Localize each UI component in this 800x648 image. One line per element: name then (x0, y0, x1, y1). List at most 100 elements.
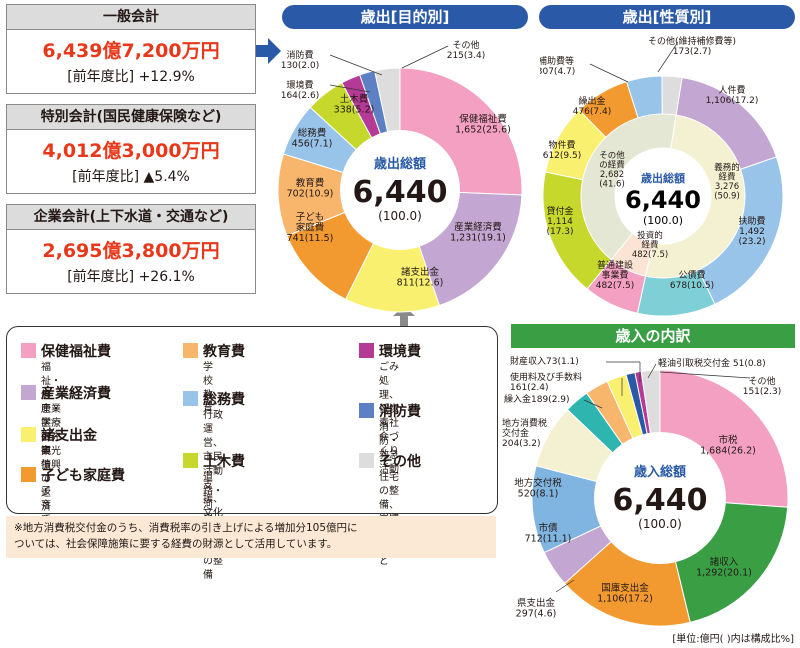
slice-label: 投資的経費 482(7.5) (632, 230, 668, 260)
legend-swatch (183, 453, 198, 468)
account-compare: [前年度比] ▲5.4% (72, 169, 190, 185)
slice-label: 県支出金 297(4.6) (516, 597, 557, 620)
legend-name: 保健福祉費 (41, 344, 111, 360)
leader-line (329, 54, 383, 76)
account-compare: [前年度比] +26.1% (67, 269, 195, 285)
slice-label: その他の経費 2,682 (41.6) (599, 150, 625, 190)
center-pct: (100.0) (638, 517, 682, 531)
legend-desc: 学校教育 (203, 362, 213, 415)
leader-line (659, 371, 751, 379)
legend-swatch (359, 403, 374, 418)
title-purpose: 歳出[目的別] (282, 5, 528, 29)
donut-hole (615, 148, 711, 244)
leader-line (583, 399, 603, 409)
legend-desc: 産業学術・観光振興 (41, 404, 61, 471)
slice-label: その他(維持補修費等) 173(2.7) (648, 35, 736, 57)
legend-name: 土木費 (203, 454, 245, 470)
donut-hole (340, 130, 460, 250)
legend-name: 教育費 (203, 344, 245, 360)
center-value: 6,440 (613, 483, 708, 518)
legend-swatch (359, 453, 374, 468)
leader-line (657, 41, 679, 73)
slice-label: 繰入金189(2.9) (504, 393, 570, 405)
legend-swatch (183, 391, 198, 406)
slice-label: 子ども家庭費 741(11.5) (287, 212, 334, 244)
slice-label: 人件費 1,106(17.2) (706, 84, 759, 106)
leader-line (329, 84, 371, 93)
slice-label: 産業経済費 1,231(19.1) (450, 221, 506, 244)
account-compare: [前年度比] +12.9% (67, 69, 195, 85)
account-special: 特別会計(国民健康保険など) 4,012億3,000万円 [前年度比] ▲5.4… (6, 104, 256, 194)
legend-swatch (183, 343, 198, 358)
footnote: ※地方消費税交付金のうち、消費税率の引き上げによる増加分105億円に ついては、… (6, 516, 496, 558)
center-pct: (100.0) (643, 214, 683, 227)
legend-swatch (21, 467, 36, 482)
slice-label: 市債 712(11.1) (525, 522, 572, 545)
pie-slice (344, 188, 441, 313)
slice-label: 教育費 702(10.9) (287, 177, 334, 200)
slice-label: 保健福祉費 1,652(25.6) (455, 113, 511, 136)
slice-label: 消防費 130(2.0) (281, 49, 320, 71)
legend-swatch (21, 343, 36, 358)
arrow-right-icon (256, 38, 281, 64)
slice-label: 繰出金 476(7.4) (573, 95, 612, 117)
slice-label: 財産収入73(1.1) (510, 355, 579, 367)
account-title: 特別会計(国民健康保険など) (7, 105, 255, 130)
leader-line (401, 45, 449, 69)
slice-label: 普通建設事業費 482(7.5) (596, 259, 635, 291)
account-title: 一般会計 (7, 5, 255, 30)
legend-name: 総務費 (203, 392, 245, 408)
account-enterprise: 企業会計(上下水道・交通など) 2,695億3,800万円 [前年度比] +26… (6, 204, 256, 294)
chart-purpose: 歳出総額 6,440(100.0) 保健福祉費 1,652(25.6) 産業経済費 1,2… (277, 39, 523, 313)
legend-desc: ごみ処理、 低炭素社会づくり (379, 362, 399, 457)
slice-label: 使用料及び手数料 161(2.4) (510, 371, 582, 393)
account-amount: 6,439億7,200万円 (42, 40, 220, 62)
legend-swatch (21, 427, 36, 442)
leader-line (555, 579, 575, 593)
center-label: 歳出総額 (641, 171, 685, 185)
legend-desc: 福祉・健康・医療の充実 (41, 362, 61, 457)
title-revenue: 歳入の内訳 (511, 324, 795, 348)
account-amount: 2,695億3,800万円 (42, 240, 220, 262)
slice-label: 市税 1,684(26.2) (700, 434, 756, 457)
legend-name: 子ども家庭費 (41, 468, 125, 484)
legend-swatch (21, 385, 36, 400)
center-label: 歳出総額 (374, 156, 426, 172)
slice-label: 物件費 612(9.5) (543, 139, 582, 161)
slice-label: その他 215(3.4) (447, 39, 486, 61)
slice-label: 扶助費 1,492 (23.2) (738, 215, 765, 247)
legend-name: 消防費 (379, 404, 421, 420)
account-general: 一般会計 6,439億7,200万円 [前年度比] +12.9% (6, 4, 256, 94)
unit-note: [単位:億円( )内は構成比%] (672, 634, 794, 645)
legend-name: 産業経済費 (41, 386, 111, 402)
legend-name: その他 (379, 454, 421, 470)
slice-label: 地方消費税交付金 204(3.2) (502, 417, 547, 449)
slice-label: 地方交付税 520(8.1) (514, 477, 562, 500)
slice-label: 環境費 164(2.6) (281, 79, 320, 101)
center-value: 6,440 (625, 186, 701, 214)
legend-desc: 消防・救急活動 (379, 422, 399, 475)
slice-label: 貸付金 1,114 (17.3) (546, 205, 573, 237)
donut-hole (594, 432, 726, 564)
center-label: 歳入総額 (634, 464, 686, 480)
slice-label: 軽油引取税交付金 51(0.8) (658, 357, 766, 369)
legend-swatch (359, 343, 374, 358)
account-amount: 4,012億3,000万円 (42, 140, 220, 162)
slice-label: 補助費等 307(4.7) (540, 55, 575, 77)
slice-label: 国庫支出金 1,106(17.2) (597, 582, 653, 605)
account-title: 企業会計(上下水道・交通など) (7, 205, 255, 230)
legend-name: 環境費 (379, 344, 421, 360)
slice-label: 諸支出金 811(12.6) (397, 266, 444, 289)
slice-label: 諸収入 1,292(20.1) (696, 556, 752, 579)
center-pct: (100.0) (378, 209, 422, 223)
title-nature: 歳出[性質別] (539, 5, 795, 29)
center-value: 6,440 (353, 175, 448, 210)
slice-label: 土木費 338(5.2) (334, 93, 375, 116)
legend-name: 諸支出金 (41, 428, 97, 444)
slice-label: 義務的経費 3,276 (50.9) (714, 162, 740, 202)
leader-line (647, 363, 657, 379)
slice-label: 公債費 678(10.5) (670, 269, 714, 291)
slice-label: 総務費 456(7.1) (292, 127, 333, 150)
leader-line (589, 63, 629, 83)
